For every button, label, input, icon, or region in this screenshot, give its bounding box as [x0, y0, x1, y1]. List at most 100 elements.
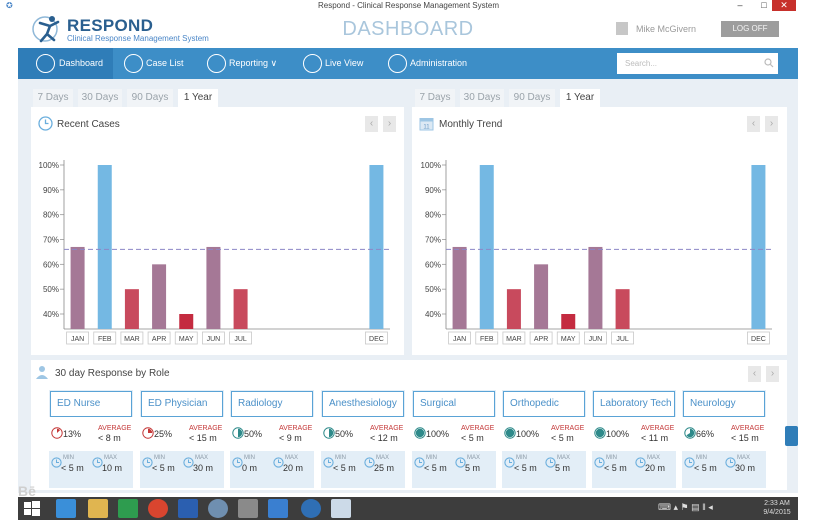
tab-7-days[interactable]: 7 Days — [33, 89, 73, 107]
bar — [452, 246, 467, 329]
average-value: < 8 m — [98, 433, 121, 443]
role-name[interactable]: Neurology — [683, 391, 765, 417]
tab-30-days[interactable]: 30 Days — [78, 89, 122, 107]
min-response: MIN < 5 m — [51, 454, 91, 478]
pie-fill — [329, 428, 334, 438]
role-percent: 100% — [426, 429, 450, 439]
role-percent: 25% — [154, 429, 173, 439]
min-clock-icon — [684, 457, 695, 468]
max-label: MAX — [467, 455, 481, 461]
nav-dashboard[interactable]: Dashboard — [18, 48, 113, 79]
chrome-icon[interactable] — [148, 499, 168, 518]
role-name[interactable]: Orthopedic — [503, 391, 585, 417]
x-tick-label: JAN — [71, 336, 84, 343]
roles-next-button[interactable]: › — [766, 366, 779, 382]
bar — [615, 289, 630, 329]
window-title: Respond - Clinical Response Management S… — [318, 1, 499, 10]
percent-pie-icon — [142, 427, 154, 439]
tab-30-days[interactable]: 30 Days — [460, 89, 504, 107]
role-name[interactable]: ED Nurse — [50, 391, 132, 417]
logout-button[interactable]: LOG OFF — [721, 21, 779, 37]
min-label: MIN — [244, 455, 255, 461]
max-clock-icon — [545, 457, 556, 468]
role-name[interactable]: Anesthesiology — [322, 391, 404, 417]
role-name[interactable]: Surgical — [413, 391, 495, 417]
monthly-trend-next-button[interactable]: › — [765, 116, 778, 132]
x-tick-box — [120, 331, 144, 345]
average-value: < 5 m — [551, 433, 574, 443]
respond-active-icon[interactable] — [301, 499, 321, 518]
x-tick-label: JUN — [589, 336, 603, 343]
role-name[interactable]: Radiology — [231, 391, 313, 417]
recent-cases-next-button[interactable]: › — [383, 116, 396, 132]
pen-icon[interactable] — [238, 499, 258, 518]
roles-prev-button[interactable]: ‹ — [748, 366, 761, 382]
monthly-trend-chart: 40% 50% 60% 70% 80% 90% 100% JAN FEB MAR APR MAY JUN… — [416, 150, 778, 348]
min-response: MIN < 5 m — [504, 454, 544, 478]
tab-90-days[interactable]: 90 Days — [509, 89, 555, 107]
brand-subtitle: Clinical Response Management System — [67, 34, 209, 43]
max-response: MAX 20 m — [635, 454, 675, 478]
recent-cases-prev-button[interactable]: ‹ — [365, 116, 378, 132]
role-card[interactable]: ED Physician 25% AVERAGE < 15 m MIN < 5 m MAX 3… — [140, 390, 224, 488]
store-icon[interactable] — [118, 499, 138, 518]
role-percent: 100% — [606, 429, 630, 439]
max-value: 5 m — [465, 463, 481, 473]
search-input[interactable] — [617, 53, 778, 74]
average-value: < 11 m — [641, 433, 669, 443]
system-tray[interactable]: ⌨ ▴ ⚑ ▤ ‖ ◂ — [658, 502, 713, 512]
average-label: AVERAGE — [189, 425, 223, 432]
role-card[interactable]: Anesthesiology 50% AVERAGE < 12 m MIN < 5 m MA… — [321, 390, 405, 488]
x-tick-label: DEC — [369, 336, 384, 343]
role-card[interactable]: Orthopedic 100% AVERAGE < 5 m MIN < 5 m MAX 5 m — [502, 390, 586, 488]
word-icon[interactable] — [178, 499, 198, 518]
nav-live-view[interactable]: Live View — [303, 48, 379, 79]
role-card[interactable]: Surgical 100% AVERAGE < 5 m MIN < 5 m MAX 5 m — [412, 390, 496, 488]
browser-icon[interactable] — [56, 499, 76, 518]
x-tick-label: MAR — [506, 336, 522, 343]
max-clock-icon — [725, 457, 736, 468]
role-card[interactable]: Neurology 66% AVERAGE < 15 m MIN < 5 m MAX 30 m — [682, 390, 766, 488]
side-panel-tab[interactable] — [785, 426, 798, 446]
tab-7-days[interactable]: 7 Days — [415, 89, 455, 107]
file-explorer-icon[interactable] — [88, 499, 108, 518]
max-label: MAX — [104, 455, 118, 461]
role-name[interactable]: Laboratory Tech — [593, 391, 675, 417]
tab-1-year[interactable]: 1 Year — [560, 89, 600, 107]
tab-1-year[interactable]: 1 Year — [178, 89, 218, 107]
roles-title: 30 day Response by Role — [55, 368, 170, 379]
x-tick-label: APR — [534, 336, 548, 343]
role-card[interactable]: ED Nurse 13% AVERAGE < 8 m MIN < 5 m MAX 10 m — [49, 390, 133, 488]
maximize-button[interactable]: □ — [761, 0, 767, 10]
role-name[interactable]: ED Physician — [141, 391, 223, 417]
search-icon[interactable] — [764, 58, 774, 68]
windows-start-icon[interactable] — [22, 499, 42, 518]
recent-cases-title: Recent Cases — [57, 119, 120, 130]
role-card[interactable]: Radiology 50% AVERAGE < 9 m MIN 0 m MAX 20 m — [230, 390, 314, 488]
max-value: 10 m — [102, 463, 123, 473]
nav-reporting[interactable]: Reporting ∨ — [207, 48, 292, 79]
percent-pie-icon — [232, 427, 244, 439]
average-label: AVERAGE — [279, 425, 313, 432]
monthly-trend-prev-button[interactable]: ‹ — [747, 116, 760, 132]
nav-administration[interactable]: Administration — [388, 48, 484, 79]
close-window-button[interactable]: ✕ — [772, 0, 796, 11]
role-card[interactable]: Laboratory Tech 100% AVERAGE < 11 m MIN < 5 m… — [592, 390, 676, 488]
window-icon[interactable] — [331, 499, 351, 518]
average-label: AVERAGE — [641, 425, 675, 432]
y-tick-label: 80% — [43, 211, 59, 220]
respond-app-icon[interactable] — [208, 499, 228, 518]
nav-case-list[interactable]: Case List — [124, 48, 202, 79]
role-stats: 100% AVERAGE < 5 m — [502, 417, 586, 451]
remote-icon[interactable] — [268, 499, 288, 518]
minimize-button[interactable]: – — [737, 0, 743, 10]
clock[interactable]: 2:33 AM 9/4/2015 — [758, 499, 796, 517]
x-tick-box — [448, 331, 471, 345]
nav-live-view-label: Live View — [325, 58, 364, 68]
bar — [751, 165, 766, 329]
x-tick-label: FEB — [480, 336, 494, 343]
bar — [206, 246, 221, 329]
recent-cases-range-tabs: 7 Days 30 Days 90 Days 1 Year — [33, 89, 223, 107]
tab-90-days[interactable]: 90 Days — [127, 89, 173, 107]
min-clock-icon — [232, 457, 243, 468]
